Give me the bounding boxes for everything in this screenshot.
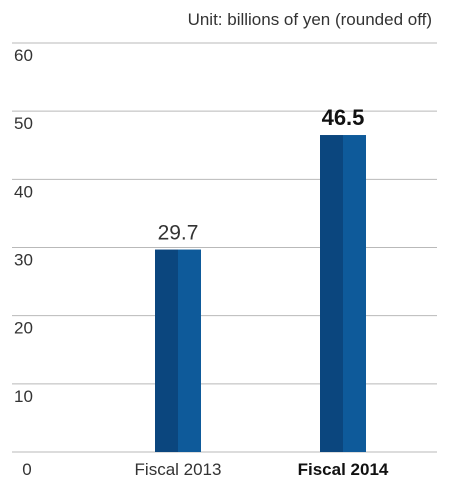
- y-tick-label: 60: [14, 46, 33, 65]
- y-tick-label: 50: [14, 114, 33, 133]
- bar-right-half: [178, 249, 201, 452]
- bar-left-half: [320, 135, 343, 452]
- grid-layer: [12, 42, 437, 453]
- value-label: 29.7: [158, 222, 199, 245]
- y-tick-label: 30: [14, 251, 33, 270]
- y-tick-label: 40: [14, 182, 33, 201]
- y-tick-label: 0: [22, 460, 31, 479]
- value-label: 46.5: [322, 105, 365, 130]
- y-axis-ticks: 0 10 20 30 40 50 60: [14, 46, 33, 479]
- bar-left-half: [155, 249, 178, 452]
- category-label: Fiscal 2014: [298, 460, 389, 479]
- category-label: Fiscal 2013: [135, 460, 222, 479]
- y-tick-label: 20: [14, 319, 33, 338]
- labels: 29.7 Fiscal 2013 46.5 Fiscal 2014: [135, 105, 389, 479]
- bar-right-half: [343, 135, 366, 452]
- unit-note: Unit: billions of yen (rounded off): [188, 10, 432, 29]
- y-tick-label: 10: [14, 387, 33, 406]
- bars: [155, 135, 366, 452]
